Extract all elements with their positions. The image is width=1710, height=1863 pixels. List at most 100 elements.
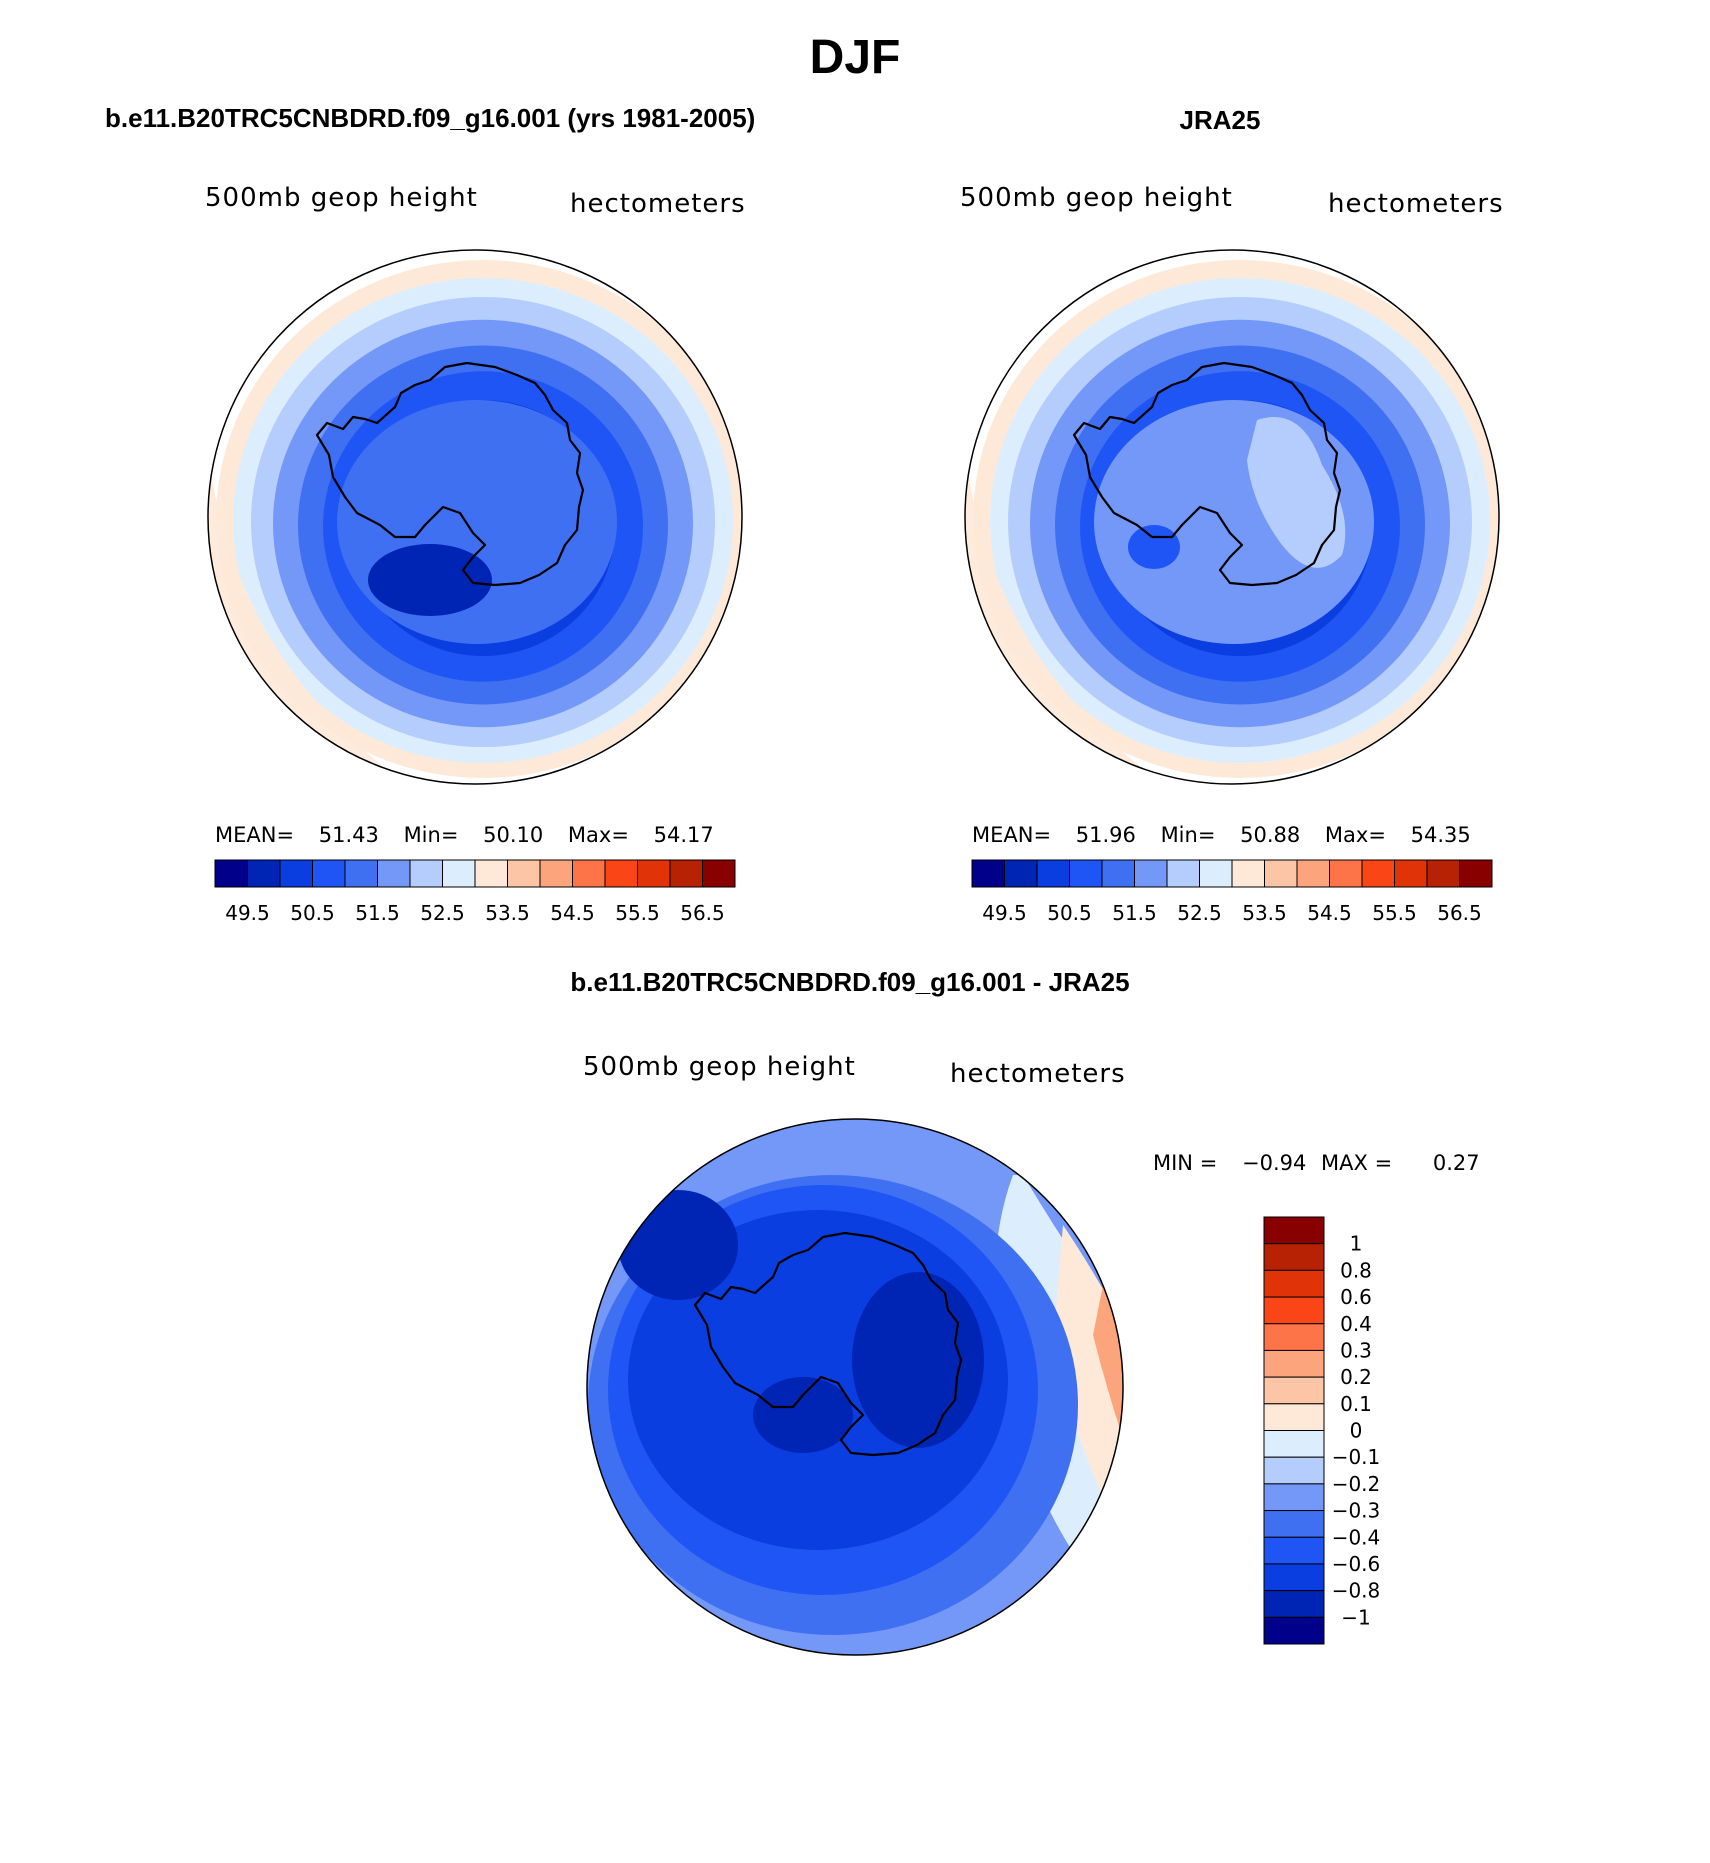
obs-min-value: 50.88 [1240,823,1301,847]
obs-colorbar: 49.5 50.5 51.5 52.5 53.5 54.5 55.5 56.5 [971,859,1493,925]
colorbar-box [1394,859,1428,888]
contour-fill-group [208,260,742,784]
contour-fill-group [965,260,1499,784]
colorbar-tick-label: −0.8 [1332,1579,1381,1603]
model-max-value: 54.17 [653,823,714,847]
diff-variable-label: 500mb geop height [583,1052,856,1082]
obs-max-value: 54.35 [1410,823,1471,847]
colorbar-tick-label: −0.1 [1332,1445,1381,1469]
colorbar-tick-label: 49.5 [982,901,1027,925]
obs-mean-label: MEAN= [972,823,1052,847]
colorbar-box [279,859,313,888]
colorbar-tick-label: −0.6 [1332,1552,1381,1576]
model-mean-value: 51.43 [318,823,379,847]
model-heading: b.e11.B20TRC5CNBDRD.f09_g16.001 (yrs 198… [105,103,756,133]
colorbar-box [214,859,248,888]
colorbar-tick-label: 55.5 [1372,901,1417,925]
diff-stats: MIN = −0.94 MAX = 0.27 [1153,1151,1480,1175]
colorbar-box [1426,859,1460,888]
obs-units-label: hectometers [1328,189,1504,219]
obs-polar-map [964,249,1500,785]
colorbar-tick-label: 52.5 [1177,901,1222,925]
colorbar-box [1101,859,1135,888]
map-boundary [586,1118,1124,1656]
contour-band [1247,417,1346,568]
colorbar-tick-label: 0.3 [1340,1338,1372,1362]
contour-band [1093,1285,1123,1495]
colorbar-tick-label: 0.6 [1340,1285,1372,1309]
colorbar-box [1069,859,1103,888]
antarctica-coastline [315,361,585,587]
colorbar-tick-label: 51.5 [355,901,400,925]
colorbar-box [1199,859,1233,888]
diff-colorbar: 10.8 0.6 0.40.3 0.2 0.1 0−0.1 −0.2 −0.3−0.4 −0.6… [1263,1216,1381,1645]
colorbar-box [344,859,378,888]
colorbar-tick-label: 50.5 [290,901,335,925]
obs-variable-label: 500mb geop height [960,183,1233,213]
colorbar-tick-label: 54.5 [550,901,595,925]
contour-band [337,400,617,644]
obs-stats: MEAN= 51.96 Min= 50.88 Max= 54.35 [972,823,1471,847]
colorbar-box [1263,1323,1325,1351]
colorbar-box [1263,1616,1325,1645]
colorbar-box [1263,1483,1325,1512]
colorbar-tick-label: −0.3 [1332,1499,1381,1523]
colorbar-box [1263,1376,1325,1405]
diff-polar-map [586,1118,1124,1656]
diff-max-label: MAX = [1321,1151,1393,1175]
colorbar-box [1264,859,1298,888]
colorbar-box [1004,859,1038,888]
colorbar-tick-label: 0 [1350,1419,1363,1443]
map-boundary [964,249,1500,785]
colorbar-box [702,859,736,888]
colorbar-tick-label: 56.5 [680,901,725,925]
contour-band [852,1272,984,1448]
colorbar-box [442,859,476,888]
colorbar-tick-label: 53.5 [485,901,530,925]
colorbar-tick-label: 0.8 [1340,1258,1372,1282]
colorbar-box [1263,1456,1325,1485]
model-variable-label: 500mb geop height [205,183,478,213]
contour-fill-group [587,1119,1123,1655]
colorbar-box [1263,1563,1325,1592]
contour-band [618,1190,738,1300]
obs-heading: JRA25 [1179,105,1261,135]
colorbar-box [1166,859,1200,888]
colorbar-box [507,859,541,888]
diff-units-label: hectometers [950,1059,1126,1089]
obs-max-label: Max= [1324,823,1386,847]
colorbar-box [669,859,703,888]
antarctica-coastline [1072,361,1342,587]
colorbar-box [1263,1243,1325,1271]
antarctica-coastline [693,1231,963,1457]
diff-max-value: 0.27 [1432,1151,1480,1175]
model-min-value: 50.10 [483,823,544,847]
contour-band [1128,525,1180,569]
colorbar-box [1263,1403,1325,1431]
page-title: DJF [809,31,901,84]
obs-mean-value: 51.96 [1075,823,1136,847]
colorbar-box [604,859,638,888]
colorbar-tick-label: 51.5 [1112,901,1157,925]
colorbar-box [312,859,346,888]
colorbar-box [474,859,508,888]
colorbar-tick-label: 49.5 [225,901,270,925]
colorbar-tick-label: 55.5 [615,901,660,925]
model-min-label: Min= [403,823,459,847]
colorbar-box [409,859,443,888]
colorbar-box [1263,1269,1325,1298]
colorbar-box [1263,1296,1325,1325]
colorbar-box [1263,1349,1325,1378]
colorbar-tick-label: 0.2 [1340,1365,1372,1389]
colorbar-box [1361,859,1395,888]
colorbar-tick-label: −1 [1341,1605,1370,1629]
colorbar-tick-label: 0.4 [1340,1312,1372,1336]
colorbar-box [539,859,573,888]
colorbar-box [1263,1216,1325,1245]
colorbar-box [1329,859,1363,888]
colorbar-tick-label: 53.5 [1242,901,1287,925]
colorbar-box [1263,1590,1325,1618]
colorbar-box [1231,859,1265,888]
model-units-label: hectometers [570,189,746,219]
map-boundary [207,249,743,785]
